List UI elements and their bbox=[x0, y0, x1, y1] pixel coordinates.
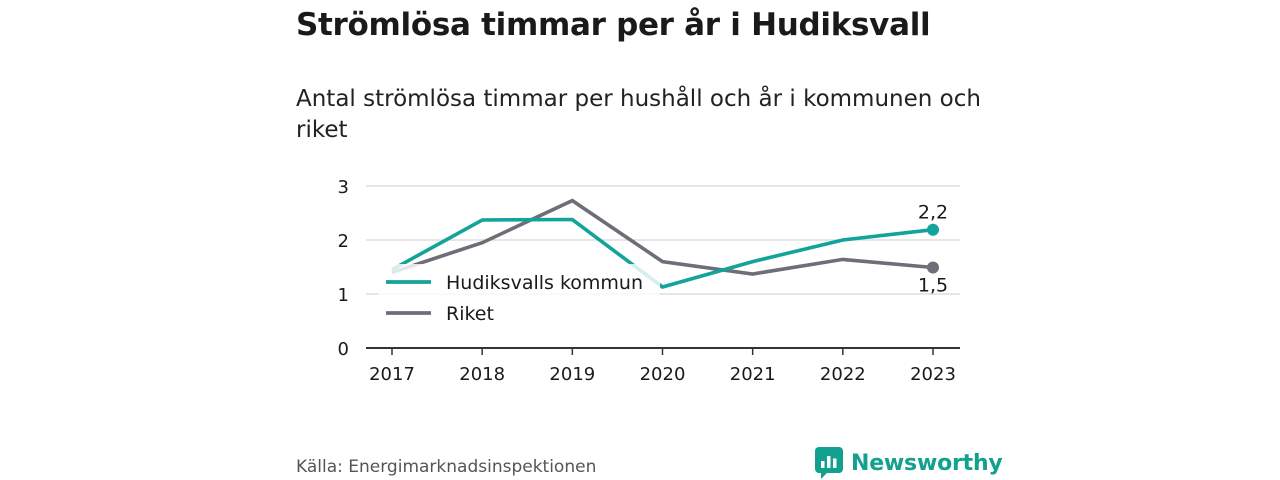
y-tick-label: 2 bbox=[338, 231, 349, 252]
x-axis bbox=[366, 347, 960, 355]
newsworthy-logo-icon bbox=[815, 447, 843, 479]
y-axis-ticks: 0 1 2 3 bbox=[338, 177, 349, 360]
brand-name: Newsworthy bbox=[851, 450, 1003, 476]
end-value-label: 1,5 bbox=[918, 275, 948, 297]
series-line-0 bbox=[391, 217, 934, 289]
x-tick-label: 2023 bbox=[910, 364, 956, 385]
legend-label: Hudiksvalls kommun bbox=[446, 272, 643, 294]
end-labels: 2,2 1,5 bbox=[918, 202, 948, 297]
chart-subtitle: Antal strömlösa timmar per hushåll och å… bbox=[296, 86, 981, 143]
chart-title: Strömlösa timmar per år i Hudiksvall bbox=[296, 7, 931, 43]
brand-logo: Newsworthy bbox=[815, 446, 1003, 480]
x-tick-label: 2018 bbox=[459, 364, 505, 385]
legend: Hudiksvalls kommun Riket bbox=[378, 264, 660, 330]
x-tick-label: 2019 bbox=[549, 364, 595, 385]
end-point-marker bbox=[927, 223, 939, 236]
source-note: Källa: Energimarknadsinspektionen bbox=[296, 457, 597, 477]
series-lines bbox=[391, 198, 934, 289]
legend-label: Riket bbox=[446, 303, 494, 325]
legend-background bbox=[378, 264, 660, 330]
series-line-1 bbox=[391, 198, 934, 276]
end-point-marker bbox=[927, 261, 939, 274]
x-axis-ticks: 2017 2018 2019 2020 2021 2022 2023 bbox=[369, 364, 956, 385]
x-tick-label: 2020 bbox=[640, 364, 686, 385]
end-value-label: 2,2 bbox=[918, 202, 948, 224]
x-tick-label: 2017 bbox=[369, 364, 415, 385]
y-tick-label: 0 bbox=[338, 339, 349, 360]
y-tick-label: 1 bbox=[338, 285, 349, 306]
y-tick-label: 3 bbox=[338, 177, 349, 198]
x-tick-label: 2022 bbox=[820, 364, 866, 385]
x-tick-label: 2021 bbox=[730, 364, 776, 385]
